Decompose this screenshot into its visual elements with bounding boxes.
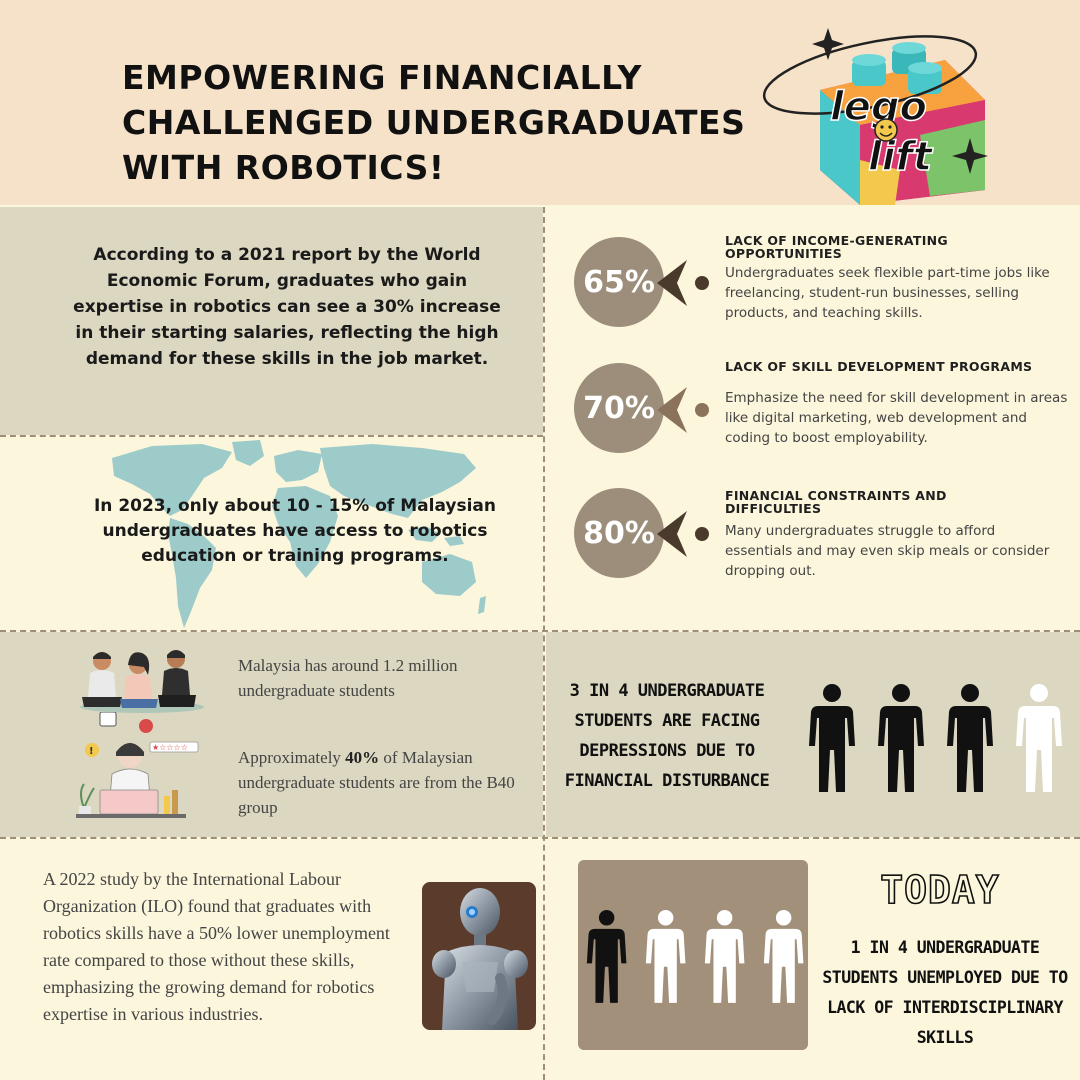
page-title: EMPOWERING FINANCIALLY CHALLENGED UNDERG… (122, 55, 762, 190)
stat-title-3: FINANCIAL CONSTRAINTS AND DIFFICULTIES (725, 488, 947, 516)
today-title: TODAY (879, 867, 1000, 913)
person-icon-dark (809, 684, 855, 792)
today-figures (586, 910, 804, 1003)
person-icon-dark (947, 684, 993, 792)
stat-row-2: 70% (574, 363, 664, 453)
divider-2 (0, 630, 1080, 632)
ilo-study-text: A 2022 study by the International Labour… (43, 869, 390, 1024)
undergrad-count-text: Malaysia has around 1.2 million undergra… (238, 656, 458, 700)
stat-row-1: 65% (574, 237, 664, 327)
stat-percent-3: 80% (574, 488, 664, 578)
divider-1 (0, 435, 543, 437)
depression-text: 3 IN 4 UNDERGRADUATE STUDENTS ARE FACING… (564, 681, 770, 791)
depression-figures (809, 684, 1062, 792)
stat-row-3: 80% (574, 488, 664, 578)
lego-brick-logo: lego lift (762, 28, 988, 205)
stat-percent-1: 65% (574, 237, 664, 327)
chevron-left-icon (657, 260, 709, 306)
svg-text:★☆☆☆☆: ★☆☆☆☆ (152, 743, 188, 752)
today-text: 1 IN 4 UNDERGRADUATE STUDENTS UNEMPLOYED… (822, 938, 1068, 1047)
chevron-left-icon (657, 511, 709, 557)
stat-title-2: LACK OF SKILL DEVELOPMENT PROGRAMS (725, 359, 1033, 374)
divider-3 (0, 837, 1080, 839)
b40-percent: 40% (345, 748, 380, 767)
logo-text-2: lift (868, 134, 934, 180)
wef-report-text: According to a 2021 report by the World … (73, 245, 501, 369)
person-icon-light (645, 910, 686, 1003)
person-icon-light (763, 910, 804, 1003)
vertical-divider (543, 207, 545, 1080)
person-icon-dark (878, 684, 924, 792)
robot-image (422, 882, 536, 1030)
b40-text-pre: Approximately (238, 748, 346, 767)
malaysia-panel (0, 632, 543, 837)
today-figures-box (578, 860, 808, 1050)
title-line-2: CHALLENGED UNDERGRADUATES (122, 103, 746, 142)
person-icon-dark (586, 910, 627, 1003)
stat-percent-2: 70% (574, 363, 664, 453)
access-text: In 2023, only about 10 - 15% of Malaysia… (93, 496, 497, 566)
stressed-student-icon: ! ★☆☆☆☆ (76, 712, 199, 818)
b40-text-post: of Malaysian undergraduate students are … (238, 748, 515, 817)
world-map-icon (112, 440, 486, 628)
b40-text: Approximately 40% of Malaysian undergrad… (238, 745, 518, 820)
person-icon-light (1016, 684, 1062, 792)
title-line-3: WITH ROBOTICS! (122, 148, 445, 187)
person-icon-light (704, 910, 745, 1003)
chevron-left-icon (657, 387, 709, 433)
stat-desc-2: Emphasize the need for skill development… (725, 390, 1068, 446)
svg-text:!: ! (89, 746, 94, 757)
students-illustration-icon (80, 650, 204, 713)
robot-icon (432, 888, 528, 1030)
wef-panel (0, 207, 543, 435)
stat-desc-1: Undergraduates seek flexible part-time j… (725, 265, 1050, 321)
stat-desc-3: Many undergraduates struggle to afford e… (725, 523, 1050, 579)
title-line-1: EMPOWERING FINANCIALLY (122, 58, 642, 97)
stat-title-1: LACK OF INCOME-GENERATING OPPORTUNITIES (725, 233, 948, 261)
